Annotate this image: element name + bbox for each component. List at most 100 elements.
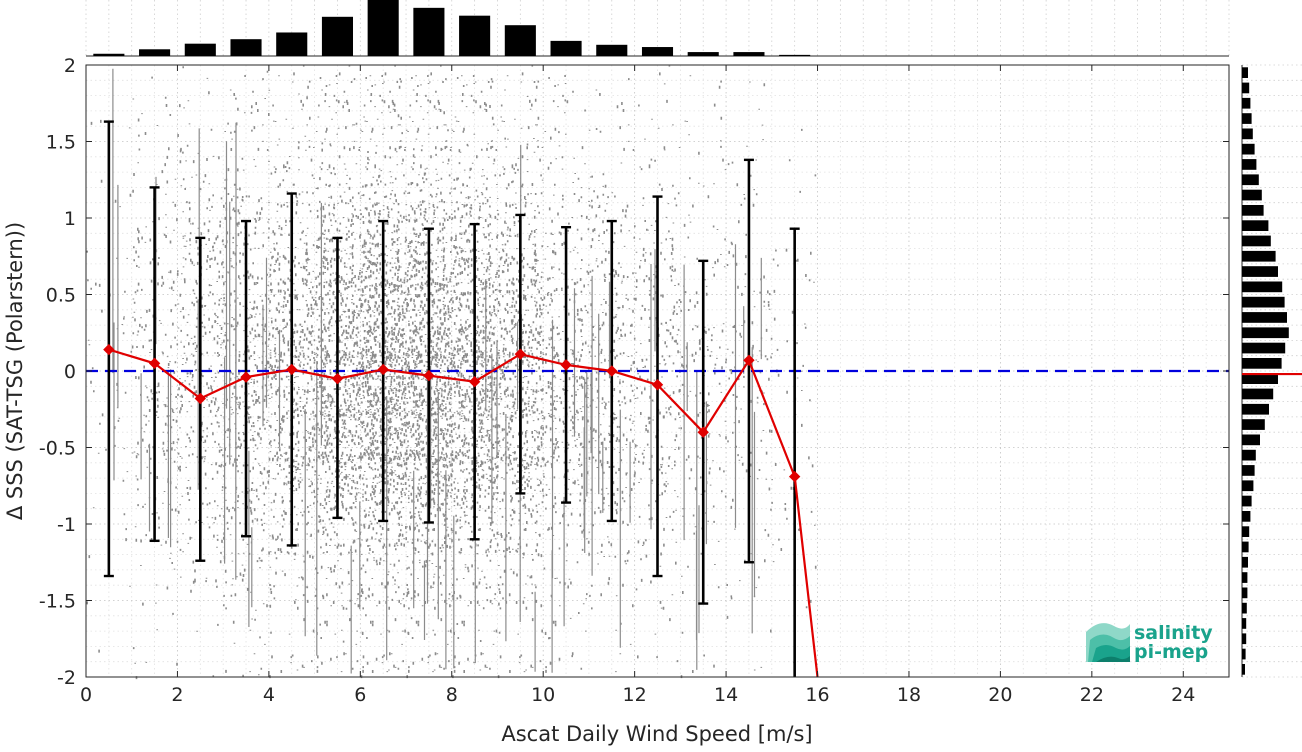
y-tick-label: -1 bbox=[57, 514, 76, 536]
binned-mean-marker bbox=[560, 359, 572, 371]
y-tick-label: 1.5 bbox=[46, 132, 76, 154]
x-tick-label: 24 bbox=[1171, 684, 1195, 706]
x-axis-label: Ascat Daily Wind Speed [m/s] bbox=[501, 722, 812, 746]
x-tick-label: 22 bbox=[1080, 684, 1104, 706]
right-histogram-bar bbox=[1242, 220, 1269, 232]
top-histogram-bar bbox=[504, 25, 536, 56]
right-histogram-bar bbox=[1242, 587, 1248, 599]
right-histogram-bar bbox=[1242, 541, 1249, 553]
binned-mean-marker bbox=[331, 372, 344, 385]
top-histogram-bar bbox=[687, 52, 719, 56]
binned-mean-marker bbox=[423, 369, 435, 382]
binned-mean-marker bbox=[377, 363, 389, 376]
binned-mean-marker bbox=[651, 379, 664, 391]
y-tick-label: -0.5 bbox=[39, 438, 76, 460]
x-tick-label: 10 bbox=[531, 684, 555, 706]
top-histogram-bar bbox=[596, 44, 628, 56]
right-histogram bbox=[1242, 67, 1302, 675]
right-histogram-bar bbox=[1242, 342, 1286, 354]
x-tick-label: 16 bbox=[805, 684, 829, 706]
binned-mean-marker bbox=[514, 348, 527, 360]
x-tick-label: 4 bbox=[263, 684, 275, 706]
top-histogram-bar bbox=[779, 54, 811, 56]
x-tick-label: 20 bbox=[988, 684, 1012, 706]
top-histogram-bar bbox=[733, 52, 765, 56]
x-tick-label: 0 bbox=[80, 684, 92, 706]
right-histogram-bar bbox=[1242, 602, 1247, 614]
binned-mean-marker bbox=[240, 371, 252, 383]
right-histogram-bar bbox=[1242, 618, 1247, 629]
right-histogram-bar bbox=[1242, 113, 1252, 124]
binned-mean-markers bbox=[103, 343, 801, 483]
right-histogram-bar bbox=[1242, 403, 1269, 415]
binned-mean-marker bbox=[103, 343, 115, 356]
y-tick-label: -2 bbox=[57, 667, 76, 689]
x-tick-label: 14 bbox=[714, 684, 738, 706]
right-histogram-bar bbox=[1242, 204, 1264, 216]
x-tick-label: 8 bbox=[446, 684, 458, 706]
binned-mean-marker bbox=[788, 470, 801, 483]
y-tick-label: -1.5 bbox=[39, 591, 76, 613]
right-histogram-bar bbox=[1242, 449, 1256, 461]
x-tick-label: 18 bbox=[897, 684, 921, 706]
logo-line2: pi-mep bbox=[1134, 641, 1208, 663]
right-histogram-grid bbox=[1241, 64, 1302, 678]
right-histogram-bar bbox=[1242, 97, 1251, 109]
x-axis-ticks: 0 2 4 6 8 10 12 14 16 18 20 22 24 bbox=[80, 65, 1195, 706]
top-histogram-bar bbox=[550, 40, 582, 56]
right-histogram-bar bbox=[1242, 663, 1245, 675]
top-histogram-bar bbox=[459, 15, 491, 56]
binned-mean-marker bbox=[743, 354, 755, 366]
binned-mean-marker bbox=[468, 376, 481, 388]
salinity-pi-mep-logo: salinity pi-mep bbox=[1086, 622, 1213, 663]
right-histogram-bar bbox=[1242, 143, 1255, 155]
right-histogram-bar bbox=[1242, 312, 1287, 323]
right-histogram-bar bbox=[1242, 373, 1278, 385]
top-histogram-bar bbox=[321, 16, 354, 56]
top-histogram-bar bbox=[184, 43, 216, 56]
top-histogram-grid bbox=[85, 0, 1230, 57]
right-histogram-bar bbox=[1242, 572, 1248, 583]
top-histogram-bar bbox=[93, 53, 125, 56]
top-histogram-bar bbox=[367, 0, 399, 56]
right-histogram-bar bbox=[1242, 235, 1271, 247]
right-histogram-bar bbox=[1242, 296, 1285, 308]
y-tick-label: 1 bbox=[64, 208, 76, 230]
right-histogram-bar bbox=[1242, 266, 1278, 277]
right-histogram-bar bbox=[1242, 159, 1257, 170]
top-histogram-bar bbox=[641, 47, 674, 56]
right-histogram-bar bbox=[1242, 327, 1289, 339]
top-histogram-bar bbox=[413, 7, 445, 56]
right-histogram-bar bbox=[1242, 388, 1274, 400]
error-bar bbox=[789, 227, 800, 677]
right-histogram-bar bbox=[1242, 556, 1248, 568]
x-tick-label: 6 bbox=[354, 684, 366, 706]
y-tick-label: 0 bbox=[64, 361, 76, 383]
binned-mean-marker bbox=[606, 365, 618, 377]
logo-waves-icon bbox=[1086, 623, 1130, 662]
right-histogram-bar bbox=[1242, 495, 1252, 507]
binned-mean-marker bbox=[194, 392, 207, 405]
top-histogram-bar bbox=[139, 49, 171, 56]
right-histogram-bar bbox=[1242, 174, 1259, 186]
y-tick-label: 0.5 bbox=[46, 285, 76, 307]
binned-mean-marker bbox=[148, 357, 161, 370]
y-axis-label: Δ SSS (SAT-TSG (Polarstern)) bbox=[3, 222, 27, 520]
top-histogram bbox=[93, 0, 811, 56]
right-histogram-bar bbox=[1242, 419, 1265, 430]
right-histogram-bar bbox=[1242, 128, 1253, 140]
right-histogram-bar bbox=[1242, 526, 1250, 538]
right-histogram-bar bbox=[1242, 250, 1276, 262]
right-histogram-bar bbox=[1242, 510, 1251, 522]
right-histogram-bar bbox=[1242, 189, 1262, 201]
y-axis-ticks: -2 -1.5 -1 -0.5 0 0.5 1 1.5 2 bbox=[39, 55, 1229, 689]
right-histogram-bar bbox=[1242, 281, 1283, 293]
right-histogram-bar bbox=[1242, 465, 1255, 476]
x-tick-label: 12 bbox=[623, 684, 647, 706]
right-histogram-bar bbox=[1242, 67, 1248, 79]
logo-line1: salinity bbox=[1134, 622, 1213, 644]
right-histogram-bar bbox=[1242, 480, 1254, 492]
binned-mean-marker bbox=[286, 363, 298, 376]
